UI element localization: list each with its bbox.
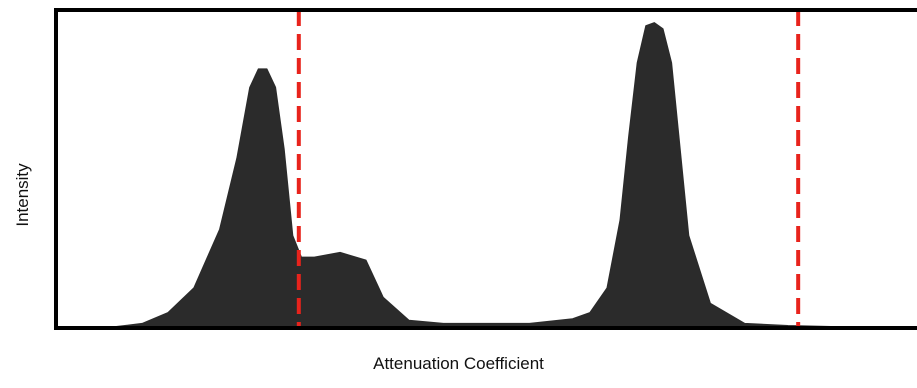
y-axis-label: Intensity: [13, 163, 32, 227]
intensity-area: [55, 22, 917, 329]
threshold-layer: [296, 10, 801, 328]
x-axis-label: Attenuation Coefficient: [373, 354, 544, 373]
area-layer: [55, 22, 917, 329]
plot-frame: [54, 8, 917, 330]
